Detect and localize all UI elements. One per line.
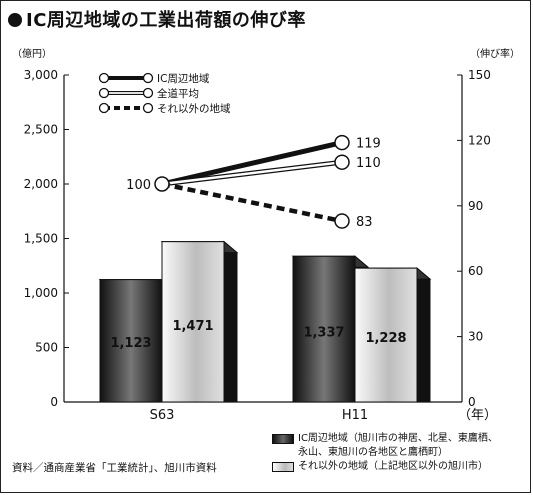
- right-tick-label: 60: [468, 264, 483, 278]
- legend-label: それ以外の地域: [157, 102, 231, 115]
- series-point-end: [334, 213, 350, 229]
- bar-legend: IC周辺地域（旭川市の神居、北星、東鷹栖、 永山、東旭川の各地区と鷹栖町） それ…: [272, 432, 498, 474]
- axes-group: 0 500 1,000 1,500 2,000 2,500 3,000 0 30 60 90 120 1…: [12, 47, 520, 409]
- legend-marker: [142, 102, 154, 114]
- chart-title: IC周辺地域の工業出荷額の伸び率: [8, 6, 306, 32]
- series-point-end: [334, 134, 350, 151]
- left-tick-label: 2,500: [24, 123, 58, 137]
- series-point-start: [154, 176, 170, 192]
- bar: [161, 241, 225, 403]
- left-tick-label: 0: [50, 395, 58, 409]
- left-tick-label: 3,000: [24, 68, 58, 82]
- right-tick-label: 120: [468, 133, 491, 147]
- y-axis-right-label: （伸び率）: [470, 47, 520, 60]
- bar-legend-item-ic: IC周辺地域（旭川市の神居、北星、東鷹栖、 永山、東旭川の各地区と鷹栖町）: [272, 432, 498, 460]
- start-value-label: 100: [126, 178, 151, 193]
- bar: [292, 255, 356, 403]
- bar-legend-swatch-dark: [272, 434, 294, 444]
- legend-label: 全道平均: [157, 87, 199, 100]
- series-line: [161, 181, 343, 224]
- series-point-end: [334, 154, 350, 170]
- title-bullet-icon: [8, 13, 22, 27]
- left-tick-label: 1,500: [24, 232, 58, 246]
- right-tick-label: 90: [468, 199, 483, 213]
- left-tick-label: 1,000: [24, 286, 58, 300]
- bar-legend-item-other: それ以外の地域（上記地区以外の旭川市）: [272, 460, 498, 474]
- x-tick-label: H11: [342, 408, 368, 423]
- end-value-label: 119: [356, 137, 381, 152]
- legend-label: IC周辺地域: [157, 72, 210, 85]
- bar: [99, 279, 163, 403]
- chart-title-text: IC周辺地域の工業出荷額の伸び率: [26, 10, 306, 31]
- bar-value-label: 1,337: [303, 325, 344, 340]
- bar: [354, 267, 418, 403]
- bar-side: [416, 267, 431, 403]
- bar-legend-label-other: それ以外の地域（上記地区以外の旭川市）: [298, 461, 488, 472]
- legend-marker: [142, 87, 154, 99]
- right-tick-label: 0: [468, 395, 476, 409]
- left-tick-label: 2,000: [24, 177, 58, 191]
- legend-marker: [142, 72, 154, 84]
- x-axis-label: （年）: [458, 408, 497, 423]
- right-tick-label: 150: [468, 68, 491, 82]
- end-value-label: 110: [356, 156, 381, 171]
- legend-item: それ以外の地域: [98, 102, 231, 115]
- bar-side: [223, 240, 238, 403]
- legend-marker: [98, 72, 110, 84]
- y-axis-left-label: （億円）: [12, 47, 52, 60]
- legend-item: IC周辺地域: [98, 72, 210, 85]
- bar-legend-swatch-light: [272, 462, 294, 472]
- bar-value-label: 1,123: [110, 336, 151, 351]
- legend-item: 全道平均: [98, 87, 199, 100]
- series-line: [161, 140, 343, 187]
- bar-legend-label-ic: IC周辺地域（旭川市の神居、北星、東鷹栖、 永山、東旭川の各地区と鷹栖町）: [298, 433, 498, 458]
- source-note: 資料／通商産業省「工業統計」、旭川市資料: [12, 462, 217, 474]
- end-value-label: 83: [356, 215, 373, 230]
- x-tick-label: S63: [150, 408, 175, 423]
- legend-marker: [98, 87, 110, 99]
- series-line-inner: [161, 161, 343, 186]
- bar-value-label: 1,228: [365, 331, 406, 346]
- bars-group: S63 H11 （年） 1,123 1,471 1,337 1,228: [98, 240, 497, 423]
- left-tick-label: 500: [35, 341, 58, 355]
- bar-value-label: 1,471: [172, 319, 213, 334]
- lines-group: 100 119 110 83: [126, 134, 381, 230]
- right-tick-label: 30: [468, 330, 483, 344]
- legend-marker: [98, 102, 110, 114]
